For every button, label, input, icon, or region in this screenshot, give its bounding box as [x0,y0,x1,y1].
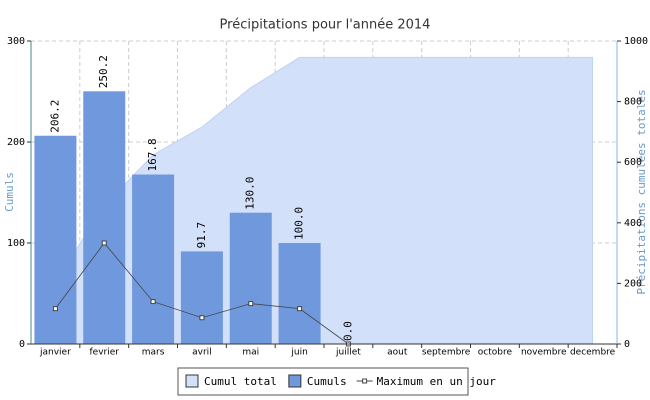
bar [278,243,321,344]
y2-axis-label: Précipitations cumulées totales [635,89,648,294]
line-marker [150,299,156,305]
legend-label: Maximum en un jour [377,375,497,388]
data-label: 250.2 [97,55,110,88]
line-marker [297,306,303,312]
x-tick-label: juin [290,348,307,358]
bar [180,251,223,344]
line-marker [199,315,205,321]
bar [229,212,272,344]
x-tick-label: septembre [422,348,471,358]
x-tick-label: avril [192,348,212,358]
y2-tick-label: 800 [624,97,642,108]
y-tick-label: 0 [19,339,25,350]
x-tick-label: mai [242,348,259,358]
y2-tick-label: 600 [624,157,642,168]
line-marker [101,240,107,246]
legend-swatch [185,374,199,388]
legend-box [177,367,469,396]
data-label: 130.0 [244,177,257,210]
x-tick-label: fevrier [90,348,120,358]
x-tick-label: janvier [39,348,71,358]
data-label: 100.0 [293,207,306,240]
x-tick-label: aout [387,348,408,358]
bar [83,91,126,344]
data-label: 0.0 [341,321,354,341]
y-tick-label: 200 [7,137,25,148]
y2-tick-label: 1000 [624,36,648,47]
x-tick-label: juillet [335,348,361,358]
y-axis-label: Cumuls [3,172,16,212]
bar [34,135,77,344]
data-label: 91.7 [195,222,208,249]
y2-tick-label: 200 [624,278,642,289]
y-tick-label: 300 [7,36,25,47]
y2-tick-label: 0 [624,339,630,350]
x-tick-label: decembre [570,348,616,358]
y-tick-label: 100 [7,238,25,249]
data-label: 167.8 [146,138,159,171]
y2-tick-label: 400 [624,218,642,229]
x-tick-label: octobre [478,348,513,358]
legend-label: Cumuls [307,375,347,388]
legend-swatch [362,378,368,384]
line-marker [248,301,254,307]
legend-swatch [288,374,302,388]
data-label: 206.2 [48,100,61,133]
bar [132,174,175,344]
line-marker [52,306,58,312]
x-tick-label: novembre [521,348,567,358]
x-tick-label: mars [142,348,165,358]
legend-label: Cumul total [204,375,277,388]
chart-title: Précipitations pour l'année 2014 [220,18,431,33]
